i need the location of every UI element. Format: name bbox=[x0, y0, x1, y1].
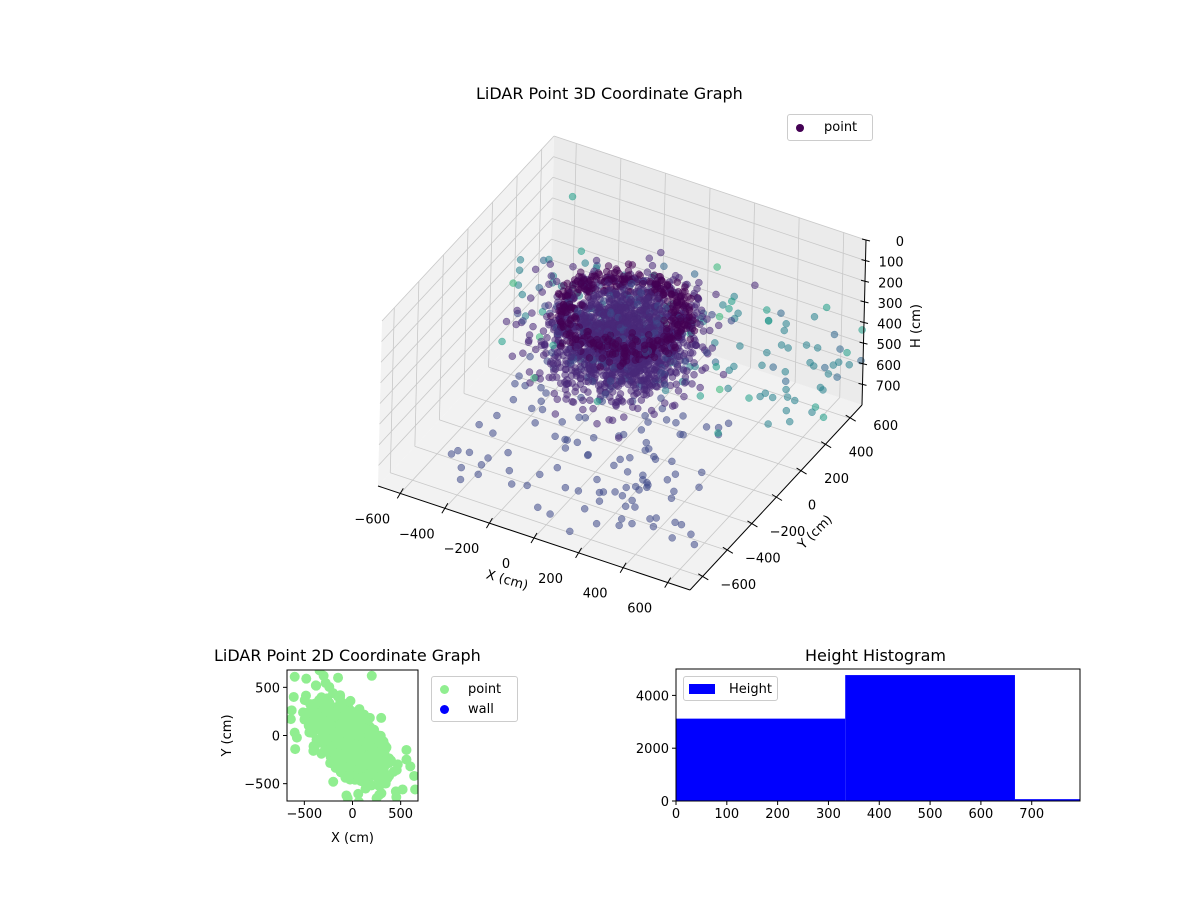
histogram-bar bbox=[676, 718, 846, 801]
svg-text:700: 700 bbox=[1019, 807, 1044, 822]
histogram-bar bbox=[845, 675, 1015, 801]
legend-height-label: Height bbox=[729, 681, 772, 697]
legend-point-marker-icon bbox=[440, 684, 449, 694]
plot-3d-title: LiDAR Point 3D Coordinate Graph bbox=[476, 84, 743, 103]
histogram-title: Height Histogram bbox=[805, 646, 946, 665]
plot-3d-legend: point bbox=[787, 114, 873, 141]
svg-text:400: 400 bbox=[867, 807, 892, 822]
legend-point-marker-icon bbox=[796, 123, 804, 132]
svg-text:4000: 4000 bbox=[636, 689, 669, 704]
svg-text:300: 300 bbox=[816, 807, 841, 822]
svg-text:2000: 2000 bbox=[636, 742, 669, 757]
svg-text:100: 100 bbox=[714, 807, 739, 822]
svg-text:0: 0 bbox=[661, 795, 669, 810]
plot-2d-title: LiDAR Point 2D Coordinate Graph bbox=[214, 646, 481, 665]
svg-text:200: 200 bbox=[765, 807, 790, 822]
legend-height-swatch-icon bbox=[689, 684, 716, 694]
legend-point-label: point bbox=[468, 681, 502, 697]
legend-wall-marker-icon bbox=[440, 704, 449, 714]
histogram-legend: Height bbox=[683, 676, 778, 701]
legend-wall-label: wall bbox=[468, 701, 494, 717]
svg-text:600: 600 bbox=[968, 807, 993, 822]
svg-text:500: 500 bbox=[918, 807, 943, 822]
svg-text:0: 0 bbox=[672, 807, 680, 822]
histogram-bar bbox=[1014, 799, 1080, 801]
legend-point-label: point bbox=[824, 120, 858, 135]
plot-2d-legend: point wall bbox=[431, 676, 518, 722]
